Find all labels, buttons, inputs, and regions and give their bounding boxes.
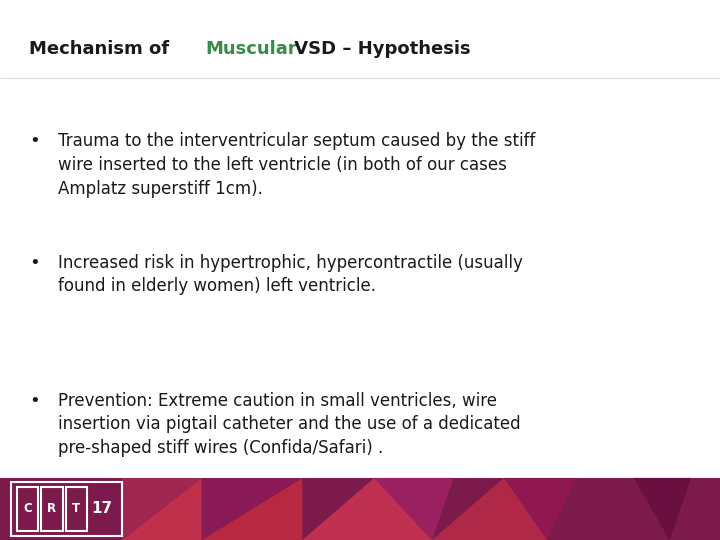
Text: Trauma to the interventricular septum caused by the stiff
wire inserted to the l: Trauma to the interventricular septum ca… (58, 132, 535, 198)
Text: C: C (23, 502, 32, 516)
Text: Prevention: Extreme caution in small ventricles, wire
insertion via pigtail cath: Prevention: Extreme caution in small ven… (58, 392, 521, 457)
Text: •: • (29, 392, 40, 409)
Text: Muscular: Muscular (205, 39, 297, 58)
Polygon shape (122, 478, 202, 540)
Polygon shape (202, 478, 302, 540)
Polygon shape (634, 478, 691, 540)
Polygon shape (374, 478, 454, 540)
FancyBboxPatch shape (0, 478, 720, 540)
Text: Increased risk in hypertrophic, hypercontractile (usually
found in elderly women: Increased risk in hypertrophic, hypercon… (58, 254, 523, 295)
Polygon shape (302, 478, 432, 540)
Polygon shape (576, 478, 670, 540)
Polygon shape (432, 478, 547, 540)
Polygon shape (122, 478, 202, 540)
Text: •: • (29, 254, 40, 272)
Text: R: R (48, 502, 56, 516)
Text: •: • (29, 132, 40, 150)
FancyBboxPatch shape (11, 482, 122, 536)
Text: Mechanism of: Mechanism of (29, 39, 175, 58)
Text: VSD – Hypothesis: VSD – Hypothesis (288, 39, 471, 58)
Text: 17: 17 (91, 502, 112, 516)
Polygon shape (504, 478, 576, 540)
Text: T: T (72, 502, 81, 516)
Polygon shape (202, 478, 302, 540)
